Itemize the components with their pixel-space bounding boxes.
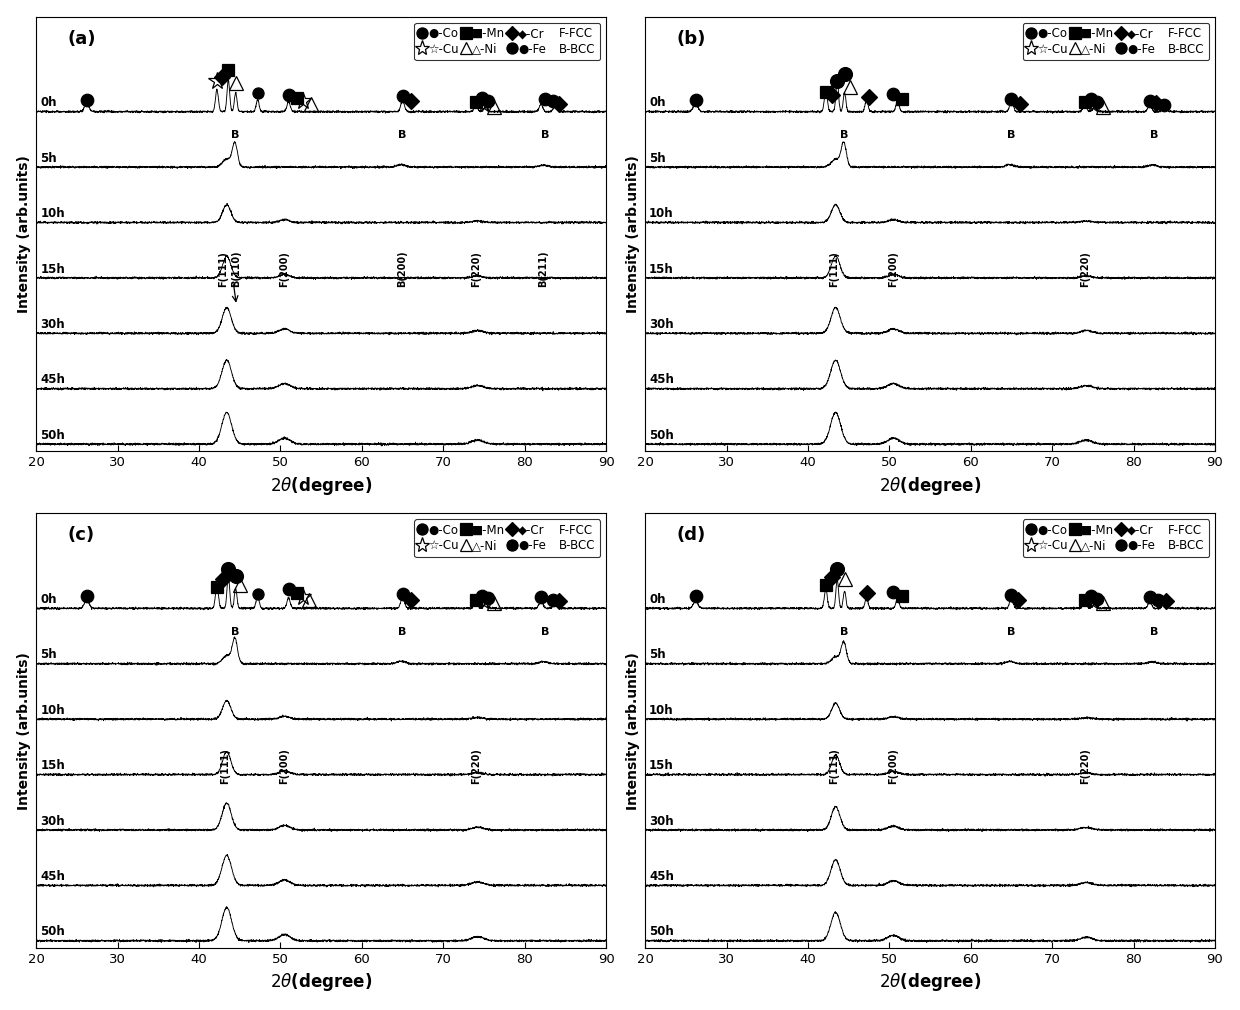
Text: F(200): F(200) bbox=[888, 251, 899, 287]
Text: F(220): F(220) bbox=[471, 747, 481, 784]
Text: 0h: 0h bbox=[40, 593, 57, 606]
Text: F(111): F(111) bbox=[830, 251, 839, 287]
Text: B(200): B(200) bbox=[398, 250, 408, 287]
Y-axis label: Intensity (arb.units): Intensity (arb.units) bbox=[16, 155, 31, 313]
Y-axis label: Intensity (arb.units): Intensity (arb.units) bbox=[625, 155, 640, 313]
Text: B: B bbox=[1149, 130, 1158, 140]
Text: 15h: 15h bbox=[650, 263, 673, 276]
Y-axis label: Intensity (arb.units): Intensity (arb.units) bbox=[16, 651, 31, 810]
Text: 45h: 45h bbox=[650, 870, 675, 883]
Legend: ●-Co, ☆-Cu, ■-Mn, △-Ni, ◆-Cr, ●-Fe, F-FCC, B-BCC: ●-Co, ☆-Cu, ■-Mn, △-Ni, ◆-Cr, ●-Fe, F-FC… bbox=[414, 519, 600, 558]
Text: 50h: 50h bbox=[650, 429, 673, 441]
Text: F(111): F(111) bbox=[219, 747, 231, 784]
Text: 45h: 45h bbox=[650, 374, 675, 387]
Text: (a): (a) bbox=[67, 29, 95, 47]
Legend: ●-Co, ☆-Cu, ■-Mn, △-Ni, ◆-Cr, ●-Fe, F-FCC, B-BCC: ●-Co, ☆-Cu, ■-Mn, △-Ni, ◆-Cr, ●-Fe, F-FC… bbox=[1023, 519, 1209, 558]
Text: F(200): F(200) bbox=[279, 747, 289, 784]
Text: 10h: 10h bbox=[40, 207, 64, 220]
Text: B: B bbox=[1007, 130, 1016, 140]
Text: B: B bbox=[839, 130, 848, 140]
X-axis label: $2\theta$(degree): $2\theta$(degree) bbox=[270, 475, 372, 497]
Text: 45h: 45h bbox=[40, 374, 66, 387]
Text: 10h: 10h bbox=[40, 704, 64, 717]
Text: 15h: 15h bbox=[40, 263, 64, 276]
X-axis label: $2\theta$(degree): $2\theta$(degree) bbox=[879, 972, 981, 993]
Text: 15h: 15h bbox=[40, 760, 64, 773]
Text: 5h: 5h bbox=[40, 648, 57, 662]
Text: B: B bbox=[1007, 627, 1016, 637]
Text: B: B bbox=[398, 130, 407, 140]
Text: 10h: 10h bbox=[650, 704, 673, 717]
Text: (d): (d) bbox=[677, 526, 706, 544]
Text: 0h: 0h bbox=[40, 96, 57, 109]
Y-axis label: Intensity (arb.units): Intensity (arb.units) bbox=[625, 651, 640, 810]
Text: F(111): F(111) bbox=[830, 747, 839, 784]
Text: (c): (c) bbox=[67, 526, 94, 544]
Text: F(200): F(200) bbox=[279, 251, 289, 287]
Text: F(220): F(220) bbox=[1080, 251, 1090, 287]
Text: 45h: 45h bbox=[40, 870, 66, 883]
X-axis label: $2\theta$(degree): $2\theta$(degree) bbox=[270, 972, 372, 993]
Text: 0h: 0h bbox=[650, 96, 666, 109]
Text: B: B bbox=[398, 627, 407, 637]
Text: F(220): F(220) bbox=[471, 251, 481, 287]
Text: 50h: 50h bbox=[650, 925, 673, 938]
Text: B: B bbox=[541, 627, 549, 637]
Legend: ●-Co, ☆-Cu, ■-Mn, △-Ni, ◆-Cr, ●-Fe, F-FCC, B-BCC: ●-Co, ☆-Cu, ■-Mn, △-Ni, ◆-Cr, ●-Fe, F-FC… bbox=[1023, 22, 1209, 61]
Text: 50h: 50h bbox=[40, 429, 64, 441]
Text: F(111): F(111) bbox=[218, 251, 228, 287]
Text: 5h: 5h bbox=[40, 152, 57, 165]
Text: B: B bbox=[231, 130, 239, 140]
Text: B(211): B(211) bbox=[538, 250, 548, 287]
Text: 30h: 30h bbox=[40, 815, 64, 827]
Text: (b): (b) bbox=[677, 29, 706, 47]
Text: B(110): B(110) bbox=[232, 250, 242, 287]
Text: F(200): F(200) bbox=[888, 747, 899, 784]
Text: 5h: 5h bbox=[650, 648, 666, 662]
Text: 0h: 0h bbox=[650, 593, 666, 606]
Text: B: B bbox=[231, 627, 239, 637]
Text: F(220): F(220) bbox=[1080, 747, 1090, 784]
Text: 15h: 15h bbox=[650, 760, 673, 773]
Text: B: B bbox=[1149, 627, 1158, 637]
Text: 50h: 50h bbox=[40, 925, 64, 938]
Text: 5h: 5h bbox=[650, 152, 666, 165]
Text: 10h: 10h bbox=[650, 207, 673, 220]
Text: 30h: 30h bbox=[650, 815, 673, 827]
Legend: ●-Co, ☆-Cu, ■-Mn, △-Ni, ◆-Cr, ●-Fe, F-FCC, B-BCC: ●-Co, ☆-Cu, ■-Mn, △-Ni, ◆-Cr, ●-Fe, F-FC… bbox=[414, 22, 600, 61]
Text: 30h: 30h bbox=[40, 318, 64, 331]
Text: 30h: 30h bbox=[650, 318, 673, 331]
Text: B: B bbox=[839, 627, 848, 637]
X-axis label: $2\theta$(degree): $2\theta$(degree) bbox=[879, 475, 981, 497]
Text: B: B bbox=[541, 130, 549, 140]
